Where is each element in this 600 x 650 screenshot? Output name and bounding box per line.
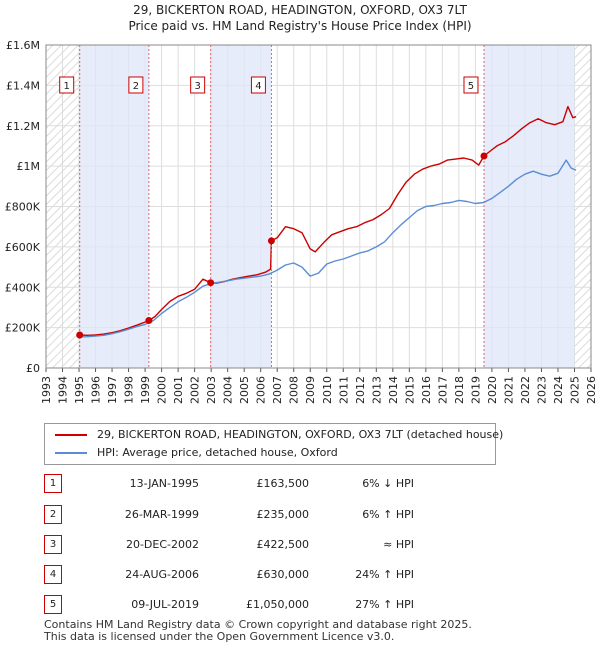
x-tick-label: 2007 (271, 376, 284, 404)
x-tick-label: 2004 (222, 376, 235, 404)
x-tick-label: 2022 (519, 376, 532, 404)
sale-badge-label: 3 (194, 81, 200, 92)
x-tick-label: 2021 (502, 376, 515, 404)
x-tick-label: 2005 (238, 376, 251, 404)
sale-badge (128, 76, 144, 94)
legend-swatch-property (55, 434, 87, 436)
sale-point (480, 152, 488, 160)
y-tick-label: £0 (26, 362, 40, 375)
transaction-hpi: 24% ↑ HPI (355, 568, 414, 581)
sale-point (267, 237, 275, 245)
x-tick-label: 2020 (486, 376, 499, 404)
x-tick-label: 1994 (57, 376, 70, 404)
x-tick-label: 2019 (469, 376, 482, 404)
ownership-band (483, 45, 575, 368)
x-tick-label: 2024 (552, 376, 565, 404)
x-tick-label: 1996 (90, 376, 103, 404)
x-tick-label: 2006 (255, 376, 268, 404)
y-tick-label: £1.4M (6, 79, 40, 92)
x-tick-label: 2012 (354, 376, 367, 404)
chart-subtitle: Price paid vs. HM Land Registry's House … (128, 19, 472, 33)
x-tick-label: 2014 (387, 376, 400, 404)
x-tick-label: 2009 (304, 376, 317, 404)
y-tick-label: £200K (5, 322, 41, 335)
transaction-badge: 1 (44, 474, 62, 493)
footer-copyright: Contains HM Land Registry data © Crown c… (44, 618, 472, 631)
y-tick-label: £600K (5, 241, 41, 254)
y-tick-label: £400K (5, 281, 41, 294)
transaction-badge: 2 (44, 505, 62, 524)
sale-badge-label: 5 (468, 81, 474, 92)
transaction-badge: 4 (44, 565, 62, 584)
x-tick-label: 2010 (321, 376, 334, 404)
transaction-hpi: ≈ HPI (383, 538, 414, 551)
transaction-price: £630,000 (256, 568, 310, 581)
x-tick-label: 2008 (288, 376, 301, 404)
y-tick-label: £1.2M (6, 120, 40, 133)
transaction-badge: 5 (44, 595, 62, 614)
ownership-band (79, 45, 149, 368)
x-tick-label: 2015 (403, 376, 416, 404)
transaction-date: 26-MAR-1999 (124, 508, 199, 521)
sale-badge (250, 76, 266, 94)
transaction-date: 24-AUG-2006 (125, 568, 199, 581)
transaction-hpi: 6% ↑ HPI (362, 508, 414, 521)
transaction-price: £1,050,000 (246, 598, 309, 611)
x-tick-label: 2002 (189, 376, 202, 404)
sale-point (207, 279, 215, 287)
x-tick-label: 1998 (123, 376, 136, 404)
legend: 29, BICKERTON ROAD, HEADINGTON, OXFORD, … (44, 423, 503, 465)
transaction-date: 09-JUL-2019 (131, 598, 199, 611)
series-line-property (79, 105, 577, 336)
legend-label-hpi: HPI: Average price, detached house, Oxfo… (97, 446, 338, 459)
x-tick-label: 2023 (535, 376, 548, 404)
transaction-date: 13-JAN-1995 (129, 477, 199, 490)
plot-frame (45, 44, 592, 369)
y-tick-label: £1M (17, 160, 41, 173)
ownership-band (210, 45, 272, 368)
transaction-hpi: 6% ↓ HPI (362, 477, 414, 490)
sale-badge (190, 76, 206, 94)
x-tick-label: 2016 (420, 376, 433, 404)
sale-point (145, 317, 153, 325)
x-tick-label: 2003 (205, 376, 218, 404)
x-tick-label: 2017 (436, 376, 449, 404)
sale-badge (463, 76, 479, 94)
x-tick-label: 2013 (370, 376, 383, 404)
sale-badge-label: 2 (133, 81, 139, 92)
sale-point (76, 331, 84, 339)
x-tick-label: 2026 (585, 376, 598, 404)
sale-badge-label: 4 (255, 81, 261, 92)
transaction-hpi: 27% ↑ HPI (355, 598, 414, 611)
x-tick-label: 1997 (106, 376, 119, 404)
y-tick-label: £800K (5, 201, 41, 214)
x-tick-label: 1993 (40, 376, 53, 404)
transaction-price: £163,500 (256, 477, 310, 490)
transaction-price: £422,500 (256, 538, 310, 551)
chart-title: 29, BICKERTON ROAD, HEADINGTON, OXFORD, … (133, 3, 467, 17)
transaction-date: 20-DEC-2002 (125, 538, 199, 551)
x-tick-label: 2018 (453, 376, 466, 404)
x-tick-label: 2025 (568, 376, 581, 404)
x-tick-label: 2001 (172, 376, 185, 404)
x-tick-label: 1999 (139, 376, 152, 404)
x-tick-label: 2011 (337, 376, 350, 404)
transaction-badge: 3 (44, 535, 62, 554)
x-tick-label: 1995 (73, 376, 86, 404)
transaction-price: £235,000 (256, 508, 310, 521)
x-tick-label: 2000 (156, 376, 169, 404)
footer-license: This data is licensed under the Open Gov… (44, 630, 395, 643)
series-line-hpi (79, 159, 577, 338)
price-chart: £0 £200K £400K £600K £800K £1M £1.2M £1.4M £1.6M… (5, 39, 598, 404)
sale-badge (59, 76, 75, 94)
footer-note: Contains HM Land Registry data © Crown c… (44, 619, 472, 643)
y-tick-label: £1.6M (6, 39, 40, 52)
legend-label-property: 29, BICKERTON ROAD, HEADINGTON, OXFORD, … (97, 428, 504, 441)
sale-badge-label: 1 (64, 81, 70, 92)
legend-swatch-hpi (55, 452, 87, 454)
